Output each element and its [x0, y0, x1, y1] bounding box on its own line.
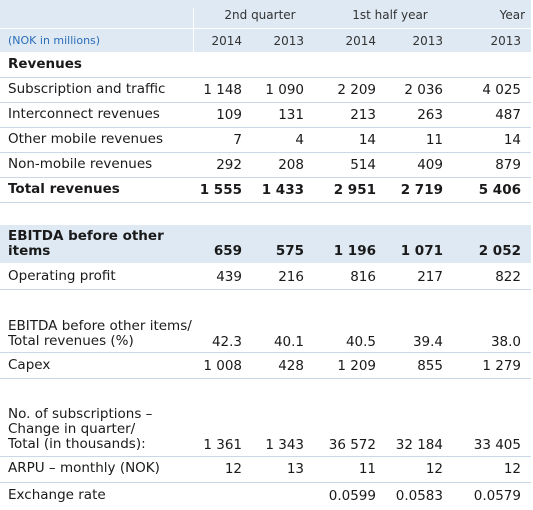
cell-value: 1 209 — [337, 358, 376, 374]
cell-value: 575 — [275, 243, 304, 259]
cell-value: 2 209 — [337, 82, 376, 98]
group-1st-half-year: 1st half year — [352, 8, 428, 22]
row-label: Operating profit — [8, 268, 116, 284]
table-row: ARPU – monthly (NOK) 12 13 11 12 12 — [0, 457, 531, 483]
row-label: ARPU – monthly (NOK) — [8, 460, 160, 476]
row-label: Subscription and traffic — [8, 81, 166, 97]
cell-value: 32 184 — [395, 437, 443, 453]
row-label: EBITDA before other items/ Total revenue… — [8, 318, 192, 349]
row-label: Revenues — [8, 56, 82, 72]
cell-value: 1 008 — [203, 358, 242, 374]
row-label: EBITDA before other items — [8, 228, 164, 259]
table-row: No. of subscriptions – Change in quarter… — [0, 404, 531, 457]
table-row-ebitda: EBITDA before other items 659 575 1 196 … — [0, 225, 531, 263]
cell-value: 4 025 — [482, 82, 521, 98]
cell-value: 38.0 — [490, 334, 521, 350]
cell-value: 439 — [216, 269, 242, 285]
row-label: Total revenues — [8, 181, 120, 197]
row-label: Non-mobile revenues — [8, 156, 153, 172]
cell-value: 1 361 — [203, 437, 242, 453]
cell-value: 2 036 — [404, 82, 443, 98]
cell-value: 1 090 — [265, 82, 304, 98]
cell-value: 1 433 — [261, 182, 304, 198]
cell-value: 263 — [417, 107, 443, 123]
cell-value: 208 — [278, 157, 304, 173]
row-label: Capex — [8, 357, 51, 373]
cell-value: 12 — [503, 461, 521, 477]
cell-value: 131 — [278, 107, 304, 123]
cell-value: 1 196 — [333, 243, 376, 259]
table-row: EBITDA before other items/ Total revenue… — [0, 316, 531, 353]
cell-value: 109 — [216, 107, 242, 123]
cell-value: 14 — [358, 132, 376, 148]
unit-label: (NOK in millions) — [8, 34, 101, 47]
cell-value: 12 — [224, 461, 242, 477]
cell-value: 816 — [350, 269, 376, 285]
cell-value: 1 555 — [199, 182, 242, 198]
year-q2-2013: 2013 — [273, 34, 304, 48]
cell-value: 5 406 — [478, 182, 521, 198]
cell-value: 428 — [278, 358, 304, 374]
cell-value: 40.5 — [345, 334, 376, 350]
row-label: Exchange rate — [8, 487, 106, 503]
cell-value: 514 — [350, 157, 376, 173]
cell-value: 33 405 — [473, 437, 521, 453]
table-header-groups — [0, 0, 531, 29]
table-row: Operating profit 439 216 816 217 822 — [0, 264, 531, 290]
cell-value: 7 — [233, 132, 242, 148]
cell-value: 13 — [286, 461, 304, 477]
table-row-total: Total revenues 1 555 1 433 2 951 2 719 5… — [0, 178, 531, 203]
cell-value: 2 052 — [478, 243, 521, 259]
cell-value: 39.4 — [412, 334, 443, 350]
cell-value: 14 — [503, 132, 521, 148]
cell-value: 1 343 — [265, 437, 304, 453]
year-h1-2014: 2014 — [345, 34, 376, 48]
cell-value: 487 — [495, 107, 521, 123]
cell-value: 2 719 — [400, 182, 443, 198]
cell-value: 1 071 — [400, 243, 443, 259]
row-label: No. of subscriptions – Change in quarter… — [8, 406, 153, 452]
cell-value: 1 148 — [203, 82, 242, 98]
cell-value: 0.0579 — [473, 488, 521, 504]
table-header-years — [0, 29, 531, 52]
group-2nd-quarter: 2nd quarter — [224, 8, 296, 22]
cell-value: 292 — [216, 157, 242, 173]
cell-value: 216 — [278, 269, 304, 285]
cell-value: 11 — [358, 461, 376, 477]
year-fy-2013: 2013 — [490, 34, 521, 48]
group-year: Year — [499, 8, 525, 22]
cell-value: 12 — [425, 461, 443, 477]
cell-value: 0.0599 — [328, 488, 376, 504]
table-row: Interconnect revenues 109 131 213 263 48… — [0, 103, 531, 128]
row-label: Interconnect revenues — [8, 106, 160, 122]
table-row: Exchange rate 0.0599 0.0583 0.0579 — [0, 483, 531, 508]
cell-value: 879 — [495, 157, 521, 173]
cell-value: 822 — [495, 269, 521, 285]
table-row: Other mobile revenues 7 4 14 11 14 — [0, 128, 531, 153]
cell-value: 4 — [295, 132, 304, 148]
table-row: Subscription and traffic 1 148 1 090 2 2… — [0, 78, 531, 103]
cell-value: 0.0583 — [395, 488, 443, 504]
table-row: Non-mobile revenues 292 208 514 409 879 — [0, 153, 531, 178]
cell-value: 855 — [417, 358, 443, 374]
table-row: Capex 1 008 428 1 209 855 1 279 — [0, 353, 531, 379]
row-label: Other mobile revenues — [8, 131, 164, 147]
cell-value: 11 — [425, 132, 443, 148]
cell-value: 2 951 — [333, 182, 376, 198]
cell-value: 36 572 — [328, 437, 376, 453]
cell-value: 42.3 — [211, 334, 242, 350]
cell-value: 213 — [350, 107, 376, 123]
table-row: Revenues — [0, 52, 531, 78]
cell-value: 1 279 — [482, 358, 521, 374]
cell-value: 40.1 — [273, 334, 304, 350]
cell-value: 659 — [213, 243, 242, 259]
year-h1-2013: 2013 — [412, 34, 443, 48]
cell-value: 217 — [417, 269, 443, 285]
cell-value: 409 — [417, 157, 443, 173]
year-q2-2014: 2014 — [211, 34, 242, 48]
